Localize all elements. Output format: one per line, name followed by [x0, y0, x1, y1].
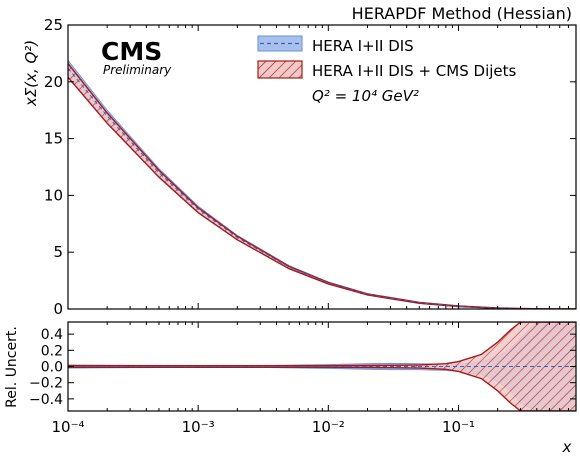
ratio-band-hera-cms-lower-edge [68, 366, 576, 411]
ratio-axis-ticks: −0.4−0.20.00.20.4 10⁻⁴ 10⁻³ 10⁻² 10⁻¹ [29, 322, 577, 436]
legend: HERA I+II DIS HERA I+II DIS + CMS Dijets… [257, 35, 517, 105]
ratio-y-tick-label: 0.4 [41, 327, 63, 343]
cms-logo: CMS [101, 37, 162, 66]
ratio-panel: −0.4−0.20.00.20.4 10⁻⁴ 10⁻³ 10⁻² 10⁻¹ Rel. U… [4, 321, 577, 456]
legend-label-hera-cms: HERA I+II DIS + CMS Dijets [312, 62, 517, 80]
y-tick-label: 5 [53, 243, 63, 261]
ratio-y-tick-label: −0.2 [29, 376, 63, 392]
y-axis-label: xΣ(x, Q²) [22, 40, 40, 107]
legend-swatch-hera [257, 35, 303, 52]
x-tick-label: 10⁻¹ [442, 418, 475, 436]
legend-swatch-hera-cms [257, 60, 303, 79]
main-panel: 0 5 10 15 20 25 HERAPDF Method (Hessian) xΣ(x… [22, 4, 577, 318]
ratio-y-tick-label: 0.2 [41, 343, 63, 359]
ratio-y-axis-label: Rel. Uncert. [4, 326, 20, 408]
y-tick-label: 10 [44, 186, 63, 204]
x-tick-label: 10⁻² [312, 418, 345, 436]
preliminary-label: Preliminary [103, 63, 172, 77]
legend-item-hera: HERA I+II DIS [257, 35, 414, 55]
legend-item-hera-cms: HERA I+II DIS + CMS Dijets [257, 60, 517, 80]
x-tick-label: 10⁻⁴ [51, 418, 84, 436]
ratio-band-hera-cms-upper-edge [68, 322, 576, 367]
ratio-y-tick-label: 0.0 [41, 360, 63, 376]
scale-annotation: Q² = 10⁴ GeV² [312, 87, 419, 105]
y-tick-label: 20 [44, 73, 63, 91]
ratio-y-tick-label: −0.4 [29, 392, 63, 408]
main-axis-ticks: 0 5 10 15 20 25 [44, 16, 577, 318]
y-tick-label: 0 [53, 300, 63, 318]
x-axis-label: x [562, 438, 572, 456]
y-tick-label: 25 [44, 16, 63, 34]
x-tick-label: 10⁻³ [182, 418, 215, 436]
legend-label-hera: HERA I+II DIS [312, 37, 414, 55]
band-hera-cms-lower-edge [68, 76, 576, 309]
ratio-plot-area [68, 322, 576, 411]
y-tick-label: 15 [44, 130, 63, 148]
chart-title: HERAPDF Method (Hessian) [352, 4, 572, 23]
